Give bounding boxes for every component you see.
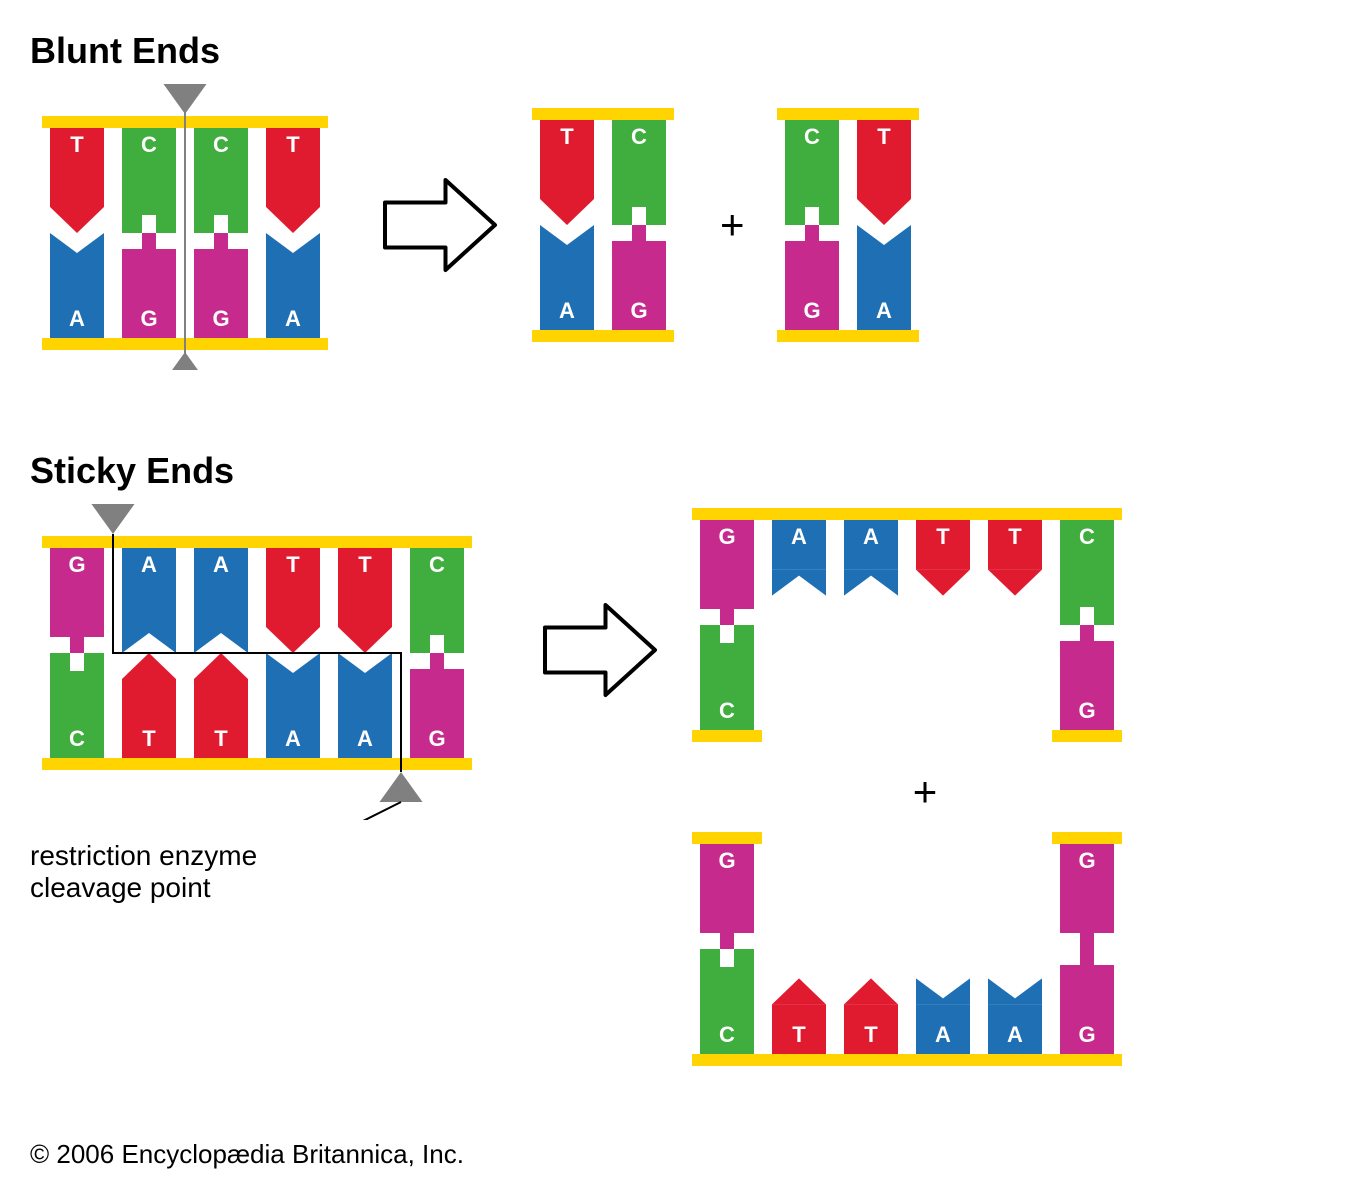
svg-text:A: A [876, 298, 892, 323]
svg-text:T: T [286, 132, 300, 157]
blunt-section: Blunt Ends T A C G C G T A T A C G + C G T A [30, 30, 1330, 370]
svg-text:T: T [792, 1022, 806, 1047]
svg-text:G: G [140, 306, 157, 331]
svg-text:A: A [141, 552, 157, 577]
sticky-products: G C A A T T C G + G C T T A A G G [680, 500, 1170, 1084]
sticky-product-top: G C A A T T C G [680, 500, 1170, 760]
sticky-row: G C A T A T T A T A C G restriction enzyme cleavage… [30, 500, 1330, 1084]
svg-text:T: T [142, 726, 156, 751]
svg-text:A: A [213, 552, 229, 577]
svg-text:T: T [877, 124, 891, 149]
svg-text:T: T [1008, 524, 1022, 549]
svg-text:G: G [212, 306, 229, 331]
svg-text:T: T [560, 124, 574, 149]
cleavage-caption: restriction enzyme cleavage point [30, 840, 520, 904]
reaction-arrow-icon [540, 600, 660, 700]
svg-text:T: T [864, 1022, 878, 1047]
svg-text:A: A [935, 1022, 951, 1047]
sticky-product-bottom: G C T T A A G G [680, 824, 1170, 1084]
svg-text:A: A [357, 726, 373, 751]
svg-text:G: G [718, 524, 735, 549]
svg-text:G: G [718, 848, 735, 873]
svg-text:C: C [429, 552, 445, 577]
plus-sign: + [720, 201, 745, 249]
svg-text:C: C [719, 1022, 735, 1047]
sticky-left-strand: G C A T A T T A T A C G [30, 500, 520, 820]
svg-text:C: C [804, 124, 820, 149]
blunt-row: T A C G C G T A T A C G + C G T A [30, 80, 1330, 370]
svg-text:G: G [630, 298, 647, 323]
svg-text:T: T [214, 726, 228, 751]
svg-text:G: G [428, 726, 445, 751]
svg-text:G: G [68, 552, 85, 577]
svg-text:C: C [141, 132, 157, 157]
svg-text:T: T [936, 524, 950, 549]
svg-text:G: G [1078, 848, 1095, 873]
svg-text:C: C [213, 132, 229, 157]
svg-text:T: T [70, 132, 84, 157]
svg-text:G: G [1078, 1022, 1095, 1047]
svg-text:G: G [1078, 698, 1095, 723]
svg-text:A: A [285, 306, 301, 331]
svg-text:G: G [803, 298, 820, 323]
blunt-title: Blunt Ends [30, 30, 1330, 72]
svg-text:C: C [69, 726, 85, 751]
svg-text:C: C [631, 124, 647, 149]
svg-text:T: T [286, 552, 300, 577]
svg-text:A: A [1007, 1022, 1023, 1047]
copyright-text: © 2006 Encyclopædia Britannica, Inc. [30, 1139, 464, 1170]
plus-sign: + [680, 768, 1170, 816]
svg-text:C: C [719, 698, 735, 723]
svg-text:A: A [791, 524, 807, 549]
blunt-left-strand: T A C G C G T A [30, 80, 360, 370]
svg-text:A: A [285, 726, 301, 751]
svg-text:T: T [358, 552, 372, 577]
reaction-arrow-icon [380, 175, 500, 275]
sticky-title: Sticky Ends [30, 450, 1330, 492]
svg-text:C: C [1079, 524, 1095, 549]
sticky-section: Sticky Ends G C A T A T T A T A C G restriction enz… [30, 450, 1330, 1084]
svg-text:A: A [69, 306, 85, 331]
blunt-product-1: T A C G [520, 95, 700, 355]
svg-text:A: A [559, 298, 575, 323]
blunt-product-2: C G T A [765, 95, 945, 355]
svg-text:A: A [863, 524, 879, 549]
